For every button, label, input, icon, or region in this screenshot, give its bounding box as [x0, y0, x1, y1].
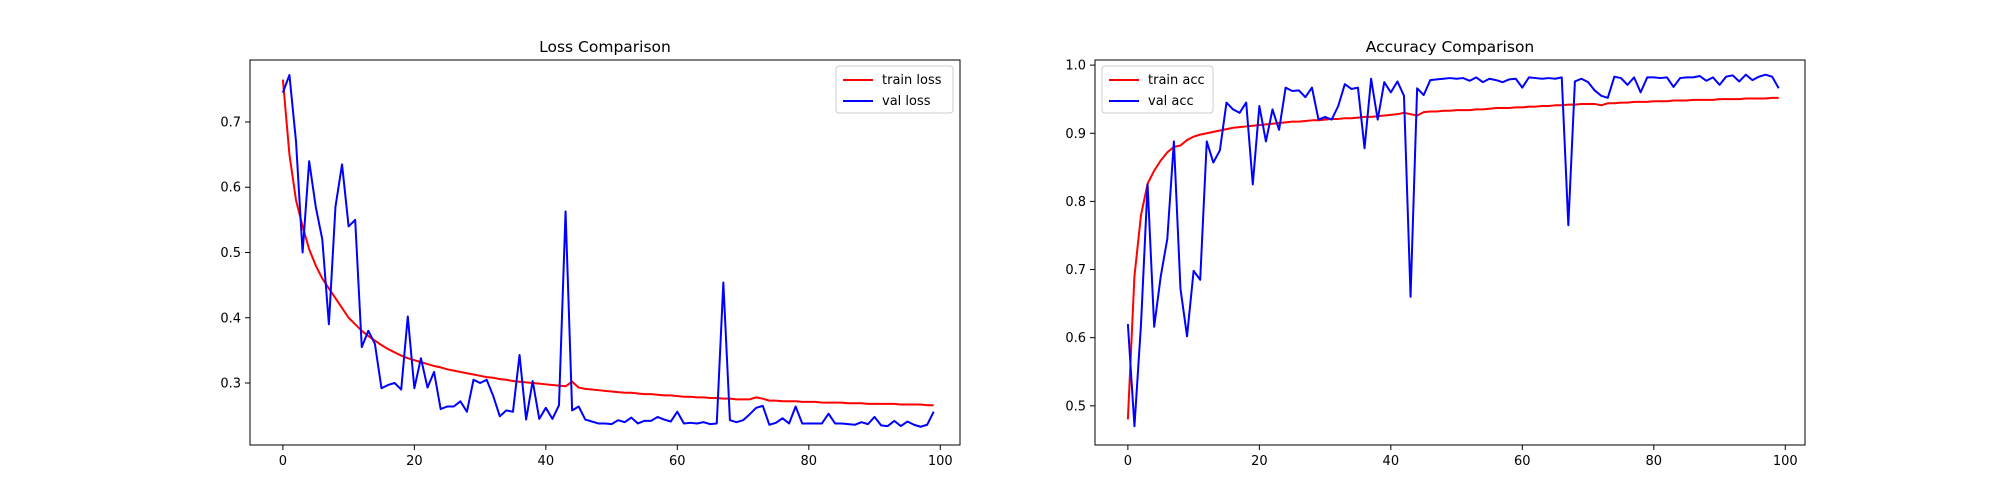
legend-label-val-acc: val acc — [1148, 94, 1194, 109]
accuracy-series-lines — [1126, 73, 1780, 428]
accuracy-x-tick-label: 80 — [1646, 454, 1663, 469]
series-line-train-acc — [1126, 96, 1779, 420]
loss-y-tick-label: 0.5 — [220, 246, 241, 261]
loss-chart-title: Loss Comparison — [539, 38, 671, 56]
legend-label-train-acc: train acc — [1148, 73, 1205, 88]
loss-y-axis: 0.3 0.4 0.5 0.6 0.7 — [220, 115, 250, 392]
loss-x-tick-label: 80 — [801, 454, 818, 469]
accuracy-comparison-chart: Accuracy Comparison 0 20 40 60 80 100 0.50.60… — [1065, 38, 1806, 469]
accuracy-x-tick-label: 100 — [1773, 454, 1798, 469]
loss-y-tick-label: 0.7 — [220, 115, 241, 130]
loss-x-tick-label: 0 — [279, 454, 287, 469]
loss-x-tick-label: 20 — [406, 454, 423, 469]
accuracy-legend: train acc val acc — [1101, 65, 1214, 114]
accuracy-y-axis: 0.5 0.6 0.7 0.8 0.9 1.0 — [1065, 59, 1095, 414]
accuracy-x-axis: 0 20 40 60 80 100 — [1124, 445, 1798, 469]
accuracy-y-tick-label: 0.9 — [1065, 127, 1086, 142]
loss-legend: train loss val loss — [835, 65, 954, 114]
accuracy-y-tick-label: 0.8 — [1065, 195, 1086, 210]
loss-y-tick-label: 0.4 — [220, 311, 241, 326]
accuracy-y-tick-label: 0.6 — [1065, 331, 1086, 346]
accuracy-chart-title: Accuracy Comparison — [1366, 38, 1535, 56]
legend-label-train-loss: train loss — [882, 73, 942, 88]
accuracy-y-tick-label: 0.7 — [1065, 263, 1086, 278]
accuracy-plot-area — [1094, 59, 1806, 446]
series-line-train-loss — [281, 79, 934, 407]
loss-x-axis: 0 20 40 60 80 100 — [279, 445, 953, 469]
accuracy-x-tick-label: 40 — [1383, 454, 1400, 469]
legend-label-val-loss: val loss — [882, 94, 931, 109]
accuracy-y-tick-label: 0.5 — [1065, 399, 1086, 414]
loss-y-tick-label: 0.6 — [220, 181, 241, 196]
loss-x-tick-label: 100 — [928, 454, 953, 469]
series-line-val-loss — [281, 74, 935, 428]
accuracy-y-tick-label: 1.0 — [1065, 59, 1086, 74]
accuracy-x-tick-label: 20 — [1251, 454, 1268, 469]
series-line-val-acc — [1126, 73, 1780, 428]
loss-x-tick-label: 40 — [538, 454, 555, 469]
loss-x-tick-label: 60 — [669, 454, 686, 469]
accuracy-x-tick-label: 0 — [1124, 454, 1132, 469]
accuracy-x-tick-label: 60 — [1514, 454, 1531, 469]
loss-y-tick-label: 0.3 — [220, 377, 241, 392]
loss-comparison-chart: Loss Comparison 0 20 40 60 80 100 0.30.40.50.… — [220, 38, 961, 469]
loss-series-lines — [281, 74, 935, 428]
